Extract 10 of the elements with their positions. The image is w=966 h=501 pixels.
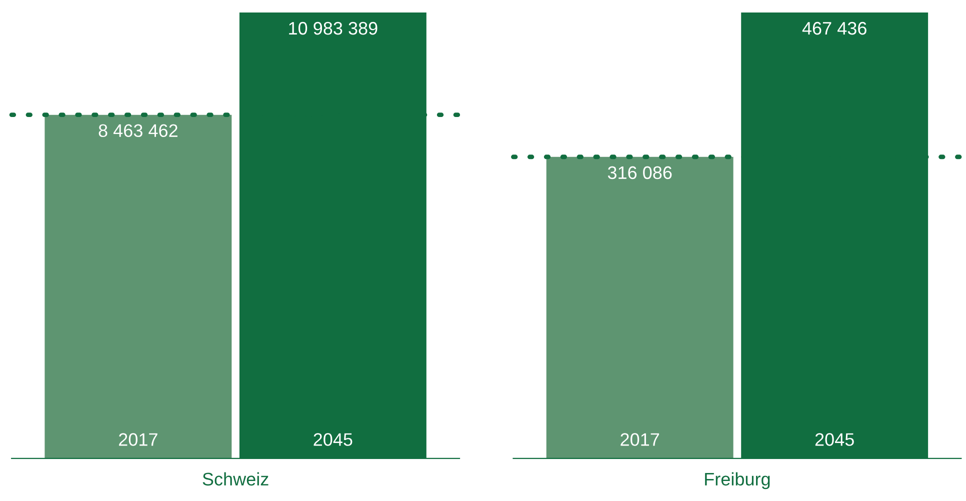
x-axis-title: Freiburg: [705, 472, 770, 490]
data-label: 316 086: [608, 166, 672, 180]
x-tick-label: 2045: [314, 433, 352, 446]
x-tick-label: 2045: [815, 433, 854, 446]
x-tick-label: 2017: [620, 433, 660, 446]
x-tick-label: 2017: [119, 433, 158, 446]
data-label: 10 983 389: [289, 22, 378, 35]
data-label: 8 463 462: [98, 124, 178, 138]
data-label: 467 436: [802, 22, 866, 35]
x-axis-title: Schweiz: [202, 472, 268, 486]
